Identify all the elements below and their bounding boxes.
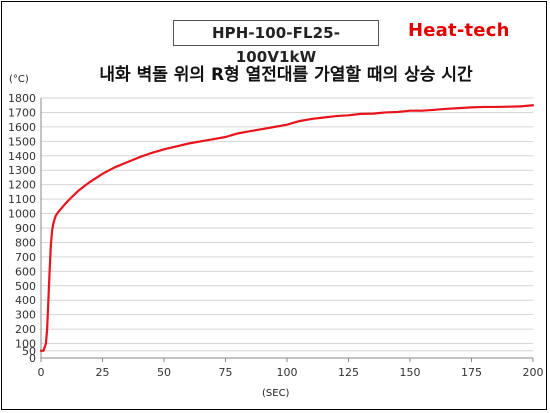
x-tick-label-100: 100 [277, 366, 298, 379]
x-tick-label-75: 75 [219, 366, 233, 379]
y-tick-label-200: 200 [15, 323, 36, 336]
x-tick-label-25: 25 [96, 366, 110, 379]
x-tick-label-200: 200 [523, 366, 544, 379]
series-group [39, 104, 535, 352]
y-tick-label-1100: 1100 [8, 193, 36, 206]
y-tick-label-1700: 1700 [8, 106, 36, 119]
brand-logo: Heat-tech [408, 20, 510, 41]
y-tick-label-700: 700 [15, 251, 36, 264]
x-tick-label-50: 50 [157, 366, 171, 379]
y-tick-label-1000: 1000 [8, 208, 36, 221]
y-tick-label-1500: 1500 [8, 135, 36, 148]
model-label-box: HPH-100-FL25-100V1kW [173, 20, 379, 66]
y-axis-unit: (°C) [9, 74, 29, 85]
x-tick-label-0: 0 [38, 366, 45, 379]
series-line-0 [39, 104, 535, 352]
y-tick-label-1200: 1200 [8, 179, 36, 192]
y-tick-label-0: 0 [29, 352, 36, 365]
y-tick-label-900: 900 [15, 222, 36, 235]
model-label: HPH-100-FL25-100V1kW [211, 24, 341, 66]
x-tick-labels: 0 25 50 75 100 125 150 175 200 [38, 366, 544, 379]
y-tick-label-1400: 1400 [8, 150, 36, 163]
x-tick-label-175: 175 [461, 366, 482, 379]
y-tick-label-300: 300 [15, 309, 36, 322]
y-tick-label-100: 100 [15, 338, 36, 351]
y-tick-label-1300: 1300 [8, 164, 36, 177]
x-tick-label-125: 125 [338, 366, 359, 379]
y-tick-label-500: 500 [15, 280, 36, 293]
y-tick-label-50: 50 [22, 345, 36, 358]
axes [40, 98, 534, 362]
gridlines [41, 97, 533, 352]
y-tick-label-1600: 1600 [8, 121, 36, 134]
y-tick-label-600: 600 [15, 265, 36, 278]
chart-title: 내화 벽돌 위의 R형 열전대를 가열할 때의 상승 시간 [99, 65, 473, 85]
y-tick-label-1800: 1800 [8, 92, 36, 105]
x-tick-label-150: 150 [400, 366, 421, 379]
x-axis-label: (SEC) [262, 388, 290, 399]
y-tick-label-800: 800 [15, 236, 36, 249]
y-tick-label-400: 400 [15, 294, 36, 307]
